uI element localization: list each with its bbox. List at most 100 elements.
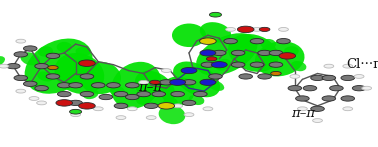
Circle shape (288, 86, 302, 91)
Circle shape (161, 69, 171, 72)
Circle shape (181, 67, 197, 74)
Ellipse shape (291, 61, 307, 71)
Circle shape (48, 66, 58, 70)
Circle shape (322, 96, 336, 101)
Circle shape (46, 53, 60, 59)
Ellipse shape (172, 24, 206, 47)
Circle shape (0, 64, 9, 68)
Ellipse shape (173, 61, 220, 97)
Circle shape (146, 116, 156, 120)
Circle shape (80, 74, 94, 79)
Circle shape (56, 100, 73, 106)
Circle shape (269, 50, 283, 56)
Circle shape (37, 101, 46, 105)
Ellipse shape (25, 39, 93, 94)
Circle shape (252, 27, 262, 31)
Circle shape (114, 103, 128, 108)
Circle shape (203, 107, 213, 111)
Circle shape (343, 107, 353, 111)
Text: π–π: π–π (291, 107, 315, 120)
Circle shape (125, 94, 139, 100)
Circle shape (69, 100, 82, 106)
Circle shape (211, 62, 227, 68)
Circle shape (209, 74, 222, 79)
Circle shape (259, 27, 270, 31)
Circle shape (239, 74, 253, 79)
Circle shape (171, 91, 184, 97)
Ellipse shape (20, 52, 40, 65)
Ellipse shape (163, 98, 178, 108)
Circle shape (341, 75, 355, 81)
Ellipse shape (261, 39, 276, 49)
Circle shape (184, 113, 194, 117)
Circle shape (206, 57, 217, 61)
Circle shape (114, 91, 128, 97)
Ellipse shape (284, 46, 299, 57)
Circle shape (341, 96, 355, 101)
Circle shape (137, 91, 150, 97)
Circle shape (6, 64, 20, 69)
Ellipse shape (54, 53, 104, 94)
Circle shape (152, 91, 166, 97)
Circle shape (99, 94, 113, 100)
Ellipse shape (38, 46, 53, 57)
Circle shape (23, 81, 37, 86)
Circle shape (200, 50, 216, 56)
Ellipse shape (57, 42, 72, 52)
Circle shape (23, 46, 37, 51)
Circle shape (279, 27, 288, 31)
Circle shape (324, 64, 334, 68)
Circle shape (224, 39, 237, 44)
Ellipse shape (111, 62, 161, 109)
Ellipse shape (136, 95, 151, 105)
Circle shape (14, 75, 28, 81)
Circle shape (116, 116, 126, 120)
Ellipse shape (76, 47, 91, 56)
Ellipse shape (234, 37, 249, 48)
Circle shape (158, 103, 175, 109)
Circle shape (258, 74, 271, 79)
Circle shape (237, 26, 254, 33)
Circle shape (35, 64, 48, 69)
Circle shape (297, 107, 307, 111)
Circle shape (231, 62, 245, 67)
Ellipse shape (159, 105, 185, 124)
Circle shape (277, 39, 290, 44)
Circle shape (91, 83, 105, 88)
Ellipse shape (215, 59, 231, 71)
Circle shape (200, 38, 216, 44)
Circle shape (139, 80, 149, 84)
Circle shape (258, 50, 271, 56)
Circle shape (70, 109, 82, 114)
Circle shape (69, 83, 82, 88)
Circle shape (313, 119, 322, 122)
Ellipse shape (255, 41, 305, 76)
Circle shape (354, 75, 364, 78)
Circle shape (290, 75, 300, 78)
Circle shape (150, 80, 160, 84)
Circle shape (16, 39, 26, 43)
Ellipse shape (207, 80, 224, 91)
Circle shape (127, 107, 137, 111)
Ellipse shape (189, 95, 204, 105)
Circle shape (71, 113, 81, 117)
Text: π–π: π–π (138, 81, 162, 94)
Circle shape (125, 83, 139, 88)
Circle shape (311, 75, 324, 81)
Circle shape (296, 96, 309, 101)
Ellipse shape (196, 33, 257, 76)
Circle shape (80, 91, 94, 97)
Circle shape (57, 91, 71, 97)
Circle shape (311, 106, 324, 111)
Ellipse shape (37, 71, 53, 81)
Circle shape (160, 80, 173, 85)
Circle shape (322, 75, 336, 81)
Circle shape (209, 12, 222, 17)
Circle shape (212, 50, 226, 56)
Ellipse shape (83, 89, 99, 99)
Circle shape (79, 60, 95, 66)
Circle shape (201, 62, 215, 67)
Ellipse shape (79, 62, 121, 94)
Circle shape (200, 79, 216, 85)
Circle shape (16, 89, 26, 93)
